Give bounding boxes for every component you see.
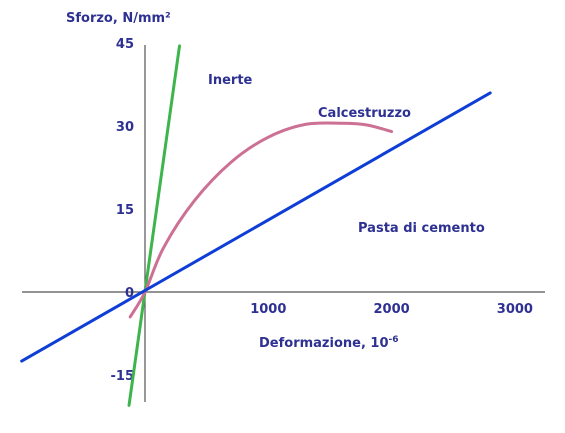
y-tick-labels: 45 30 15 0 -15 [111,37,135,384]
y-tick-label: 30 [116,120,134,135]
y-tick-label: 45 [116,37,134,52]
x-tick-labels: 1000 2000 3000 [250,302,533,317]
series-label-calcestruzzo: Calcestruzzo [318,106,411,121]
x-tick-label: 1000 [250,302,286,317]
y-tick-label: -15 [111,369,135,384]
series-line-calcestruzzo [128,121,394,319]
x-axis-title-text: Deformazione, 10 [259,336,389,351]
series-line-inerte [127,44,181,407]
x-axis-title: Deformazione, 10-6 [259,335,399,351]
x-tick-label: 3000 [497,302,533,317]
x-axis-title-exponent: -6 [389,335,399,345]
series-label-inerte: Inerte [208,73,253,88]
y-tick-label: 15 [116,203,134,218]
series-group [20,44,492,407]
series-label-pasta-di-cemento: Pasta di cemento [358,221,485,236]
y-axis-title: Sforzo, N/mm² [66,11,171,26]
x-tick-label: 2000 [374,302,410,317]
series-line-pasta-di-cemento [20,91,492,363]
y-tick-label: 0 [125,286,134,301]
